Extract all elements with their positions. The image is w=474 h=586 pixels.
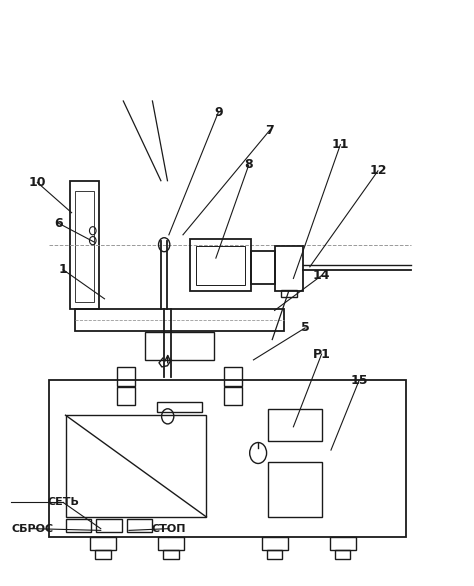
Bar [267, 550, 283, 560]
Bar [117, 387, 135, 406]
Bar [95, 550, 111, 560]
Bar [335, 550, 350, 560]
Text: СЕТЬ: СЕТЬ [47, 498, 79, 507]
Text: 5: 5 [301, 321, 310, 335]
Text: 6: 6 [54, 217, 63, 230]
Text: 10: 10 [28, 176, 46, 189]
Text: 14: 14 [313, 269, 330, 282]
Bar [146, 332, 213, 360]
Text: 7: 7 [265, 124, 274, 137]
Bar [281, 290, 297, 297]
Bar [65, 415, 207, 517]
Bar [158, 537, 184, 550]
Bar [127, 519, 153, 532]
Text: 1: 1 [59, 263, 67, 276]
Bar [224, 387, 242, 406]
Text: 9: 9 [214, 106, 222, 119]
Bar [164, 550, 179, 560]
Bar [224, 367, 242, 386]
Text: СТОП: СТОП [152, 524, 186, 534]
Bar [90, 537, 116, 550]
Bar [262, 537, 288, 550]
Bar [117, 367, 135, 386]
Text: 11: 11 [332, 138, 349, 151]
Bar [75, 309, 284, 331]
Bar [267, 462, 321, 517]
Bar [267, 410, 321, 441]
Bar [157, 402, 202, 413]
Text: 15: 15 [350, 374, 368, 387]
Text: 8: 8 [245, 158, 253, 172]
Bar [96, 519, 122, 532]
Bar [49, 380, 406, 537]
Text: P1: P1 [313, 347, 330, 360]
Text: СБРОС: СБРОС [11, 524, 54, 534]
Bar [65, 519, 91, 532]
Bar [330, 537, 356, 550]
Bar [196, 246, 245, 285]
Bar [70, 180, 100, 309]
Bar [274, 246, 303, 291]
Bar [190, 239, 251, 291]
Bar [251, 251, 274, 284]
Text: 12: 12 [369, 164, 387, 178]
Bar [75, 191, 94, 302]
